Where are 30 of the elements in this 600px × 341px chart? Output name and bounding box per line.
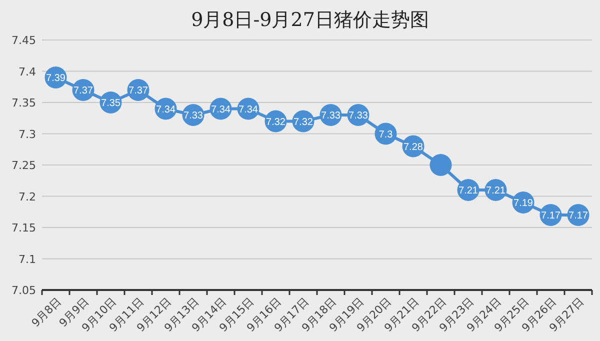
y-tick-label: 7.05: [12, 284, 36, 297]
data-label: 7.17: [541, 210, 561, 222]
data-label: 7.32: [294, 116, 314, 128]
data-label: 7.32: [266, 116, 286, 128]
data-label: 7.28: [404, 142, 424, 153]
y-tick-label: 7.4: [18, 65, 36, 78]
point: [430, 154, 452, 176]
chart-title: 9月8日-9月27日猪价走势图: [191, 9, 429, 31]
data-label: 7.21: [486, 186, 506, 196]
data-label: 7.34: [156, 104, 176, 116]
data-label: 7.34: [238, 104, 258, 116]
data-label: 7.37: [128, 86, 148, 96]
y-tick-label: 7.1: [18, 252, 36, 266]
y-tick-label: 7.2: [18, 190, 36, 204]
data-label: 7.3: [378, 129, 394, 140]
y-tick-label: 7.35: [12, 96, 36, 110]
data-label: 7.37: [74, 86, 94, 96]
data-label: 7.19: [514, 198, 534, 209]
y-tick-label: 7.45: [12, 34, 36, 47]
y-tick-label: 7.15: [12, 222, 36, 234]
y-tick-label: 7.3: [18, 128, 36, 141]
y-tick-label: 7.25: [12, 159, 36, 172]
data-label: 7.17: [568, 210, 588, 222]
data-label: 7.33: [321, 110, 341, 122]
data-label: 7.39: [46, 73, 66, 84]
data-label: 7.21: [458, 186, 478, 196]
data-label: 7.33: [348, 110, 368, 122]
data-label: 7.34: [211, 104, 231, 116]
data-label: 7.33: [184, 110, 204, 122]
data-label: 7.35: [101, 98, 121, 109]
